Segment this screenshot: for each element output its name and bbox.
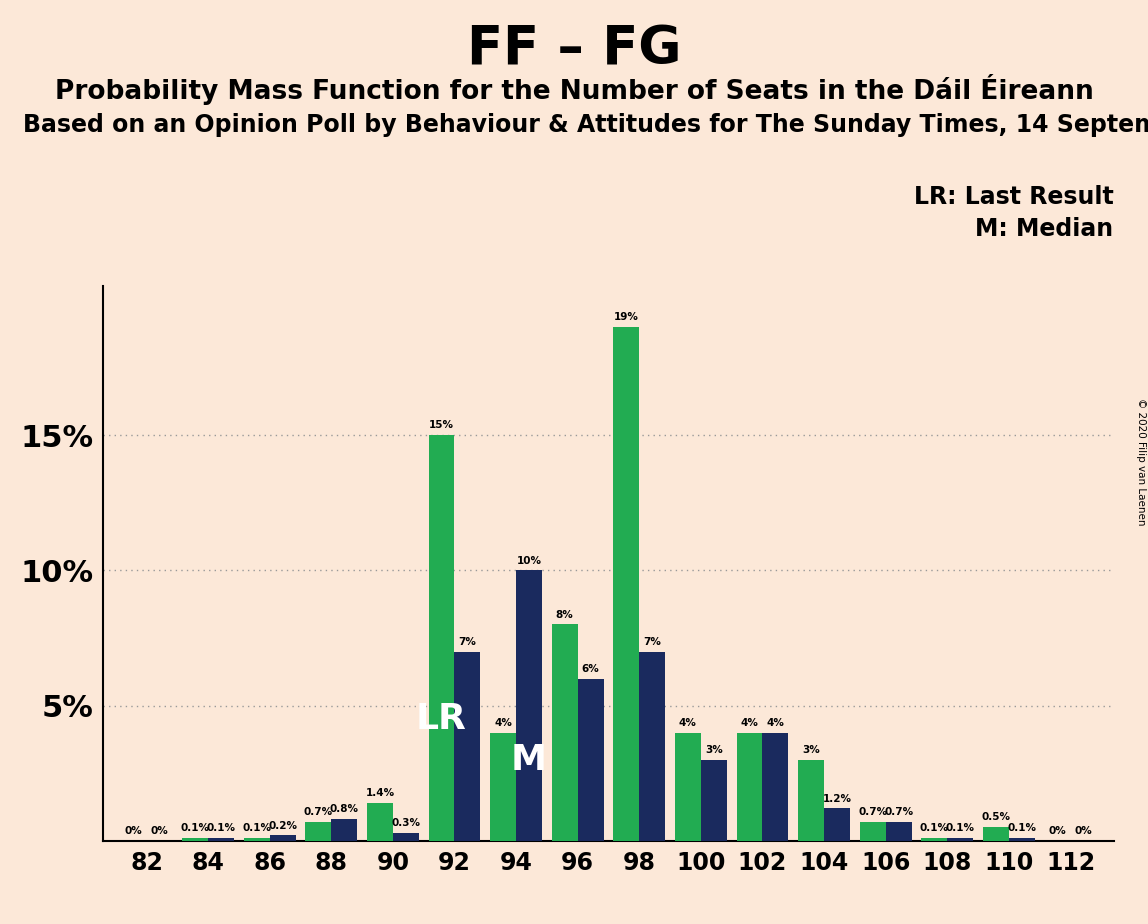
- Bar: [552, 625, 577, 841]
- Text: 0.8%: 0.8%: [329, 804, 358, 814]
- Text: 0%: 0%: [125, 826, 142, 836]
- Bar: [922, 838, 947, 841]
- Text: 0.1%: 0.1%: [946, 823, 975, 833]
- Text: 0.5%: 0.5%: [982, 812, 1010, 822]
- Text: 0.7%: 0.7%: [884, 807, 913, 817]
- Bar: [490, 733, 517, 841]
- Text: 0%: 0%: [1048, 826, 1066, 836]
- Bar: [762, 733, 789, 841]
- Bar: [947, 838, 974, 841]
- Bar: [367, 803, 393, 841]
- Text: 4%: 4%: [494, 718, 512, 728]
- Bar: [613, 327, 639, 841]
- Text: 3%: 3%: [802, 745, 820, 755]
- Text: 8%: 8%: [556, 610, 574, 620]
- Text: 0.7%: 0.7%: [304, 807, 333, 817]
- Text: Probability Mass Function for the Number of Seats in the Dáil Éireann: Probability Mass Function for the Number…: [55, 74, 1093, 105]
- Text: 1.4%: 1.4%: [365, 788, 395, 798]
- Text: 7%: 7%: [458, 637, 476, 647]
- Bar: [798, 760, 824, 841]
- Bar: [885, 822, 912, 841]
- Bar: [243, 838, 270, 841]
- Text: © 2020 Filip van Laenen: © 2020 Filip van Laenen: [1135, 398, 1146, 526]
- Text: 0%: 0%: [150, 826, 169, 836]
- Text: 0.3%: 0.3%: [391, 818, 420, 828]
- Text: 4%: 4%: [678, 718, 697, 728]
- Bar: [305, 822, 332, 841]
- Text: M: M: [511, 743, 546, 777]
- Bar: [270, 835, 295, 841]
- Text: 0.1%: 0.1%: [207, 823, 235, 833]
- Bar: [517, 570, 542, 841]
- Bar: [332, 820, 357, 841]
- Text: 10%: 10%: [517, 555, 542, 565]
- Text: 0.2%: 0.2%: [269, 821, 297, 831]
- Bar: [183, 838, 208, 841]
- Text: 0.1%: 0.1%: [1007, 823, 1037, 833]
- Text: M: Median: M: Median: [976, 217, 1114, 241]
- Text: 0.7%: 0.7%: [859, 807, 887, 817]
- Text: 0%: 0%: [1075, 826, 1092, 836]
- Text: 0.1%: 0.1%: [180, 823, 210, 833]
- Text: 19%: 19%: [614, 312, 638, 322]
- Text: 1.2%: 1.2%: [822, 794, 852, 804]
- Text: Based on an Opinion Poll by Behaviour & Attitudes for The Sunday Times, 14 Septe: Based on an Opinion Poll by Behaviour & …: [23, 113, 1148, 137]
- Bar: [860, 822, 885, 841]
- Text: 7%: 7%: [643, 637, 661, 647]
- Text: 6%: 6%: [582, 663, 599, 674]
- Bar: [700, 760, 727, 841]
- Bar: [639, 651, 665, 841]
- Bar: [675, 733, 700, 841]
- Bar: [208, 838, 234, 841]
- Text: 3%: 3%: [705, 745, 722, 755]
- Bar: [824, 808, 850, 841]
- Text: FF – FG: FF – FG: [467, 23, 681, 75]
- Text: 15%: 15%: [429, 420, 453, 431]
- Text: 0.1%: 0.1%: [920, 823, 948, 833]
- Bar: [983, 827, 1009, 841]
- Bar: [428, 435, 455, 841]
- Bar: [577, 678, 604, 841]
- Bar: [393, 833, 419, 841]
- Text: LR: Last Result: LR: Last Result: [914, 185, 1114, 209]
- Text: 4%: 4%: [740, 718, 759, 728]
- Text: LR: LR: [416, 702, 467, 736]
- Text: 0.1%: 0.1%: [242, 823, 271, 833]
- Text: 4%: 4%: [767, 718, 784, 728]
- Bar: [737, 733, 762, 841]
- Bar: [1009, 838, 1034, 841]
- Bar: [455, 651, 480, 841]
